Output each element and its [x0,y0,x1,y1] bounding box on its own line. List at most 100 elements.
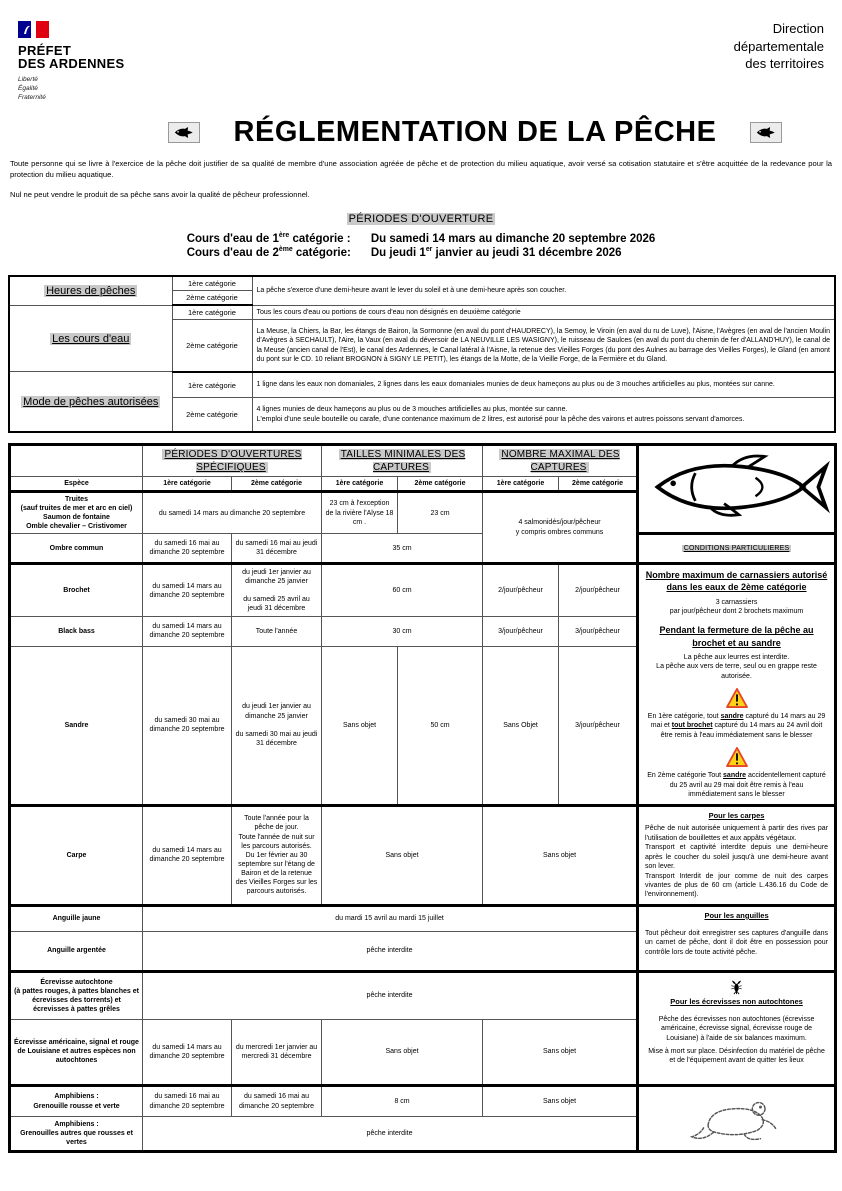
frog-line-art [636,1084,837,1152]
ecrevisse-autochtone-name: Écrevisse autochtone (à pattes rouges, à… [9,970,143,1020]
sandre-p1: du samedi 30 mai au dimanche 20 septembr… [142,645,232,807]
intro-paragraph-2: Nul ne peut vendre le produit de sa pêch… [10,189,310,199]
anguilles-title: Pour les anguilles [704,910,769,920]
brochet-taille: 60 cm [321,563,484,617]
species-table: PÉRIODES D'OUVERTURES SPÉCIFIQUES TAILLE… [8,442,838,1153]
periodes-cat2: 2ème catégorie [230,475,323,493]
amphibiens-vertes-taille: 8 cm [321,1084,484,1118]
anguille-argentee-name: Anguille argentée [9,930,143,973]
carpes-text: Pêche de nuit autorisée uniquement à par… [645,825,829,899]
fermeture-text: La pêche aux leurres est interdite. La p… [656,653,817,680]
truites-taille2: 23 cm [397,490,484,535]
row-label-cours: Les cours d'eau [8,304,173,373]
blackbass-n2: 3/jour/pêcheur [558,616,639,647]
heures-cat1: 1ère catégorie [171,275,253,292]
sandre-t1: Sans objet [321,645,399,807]
carnassiers-text: 3 carnassiers par jour/pêcheur dont 2 br… [669,598,804,615]
warning1-text: En 1ère catégorie, tout sandre capturé d… [647,713,826,739]
row-sandre: Sandre du samedi 30 mai au dimanche 20 s… [9,645,836,807]
mode-cat1: 1ère catégorie [171,371,253,399]
row-label-heures: Heures de pêches [8,275,173,306]
sandre-n1: Sans Objet [482,645,560,807]
sandre-n2: 3/jour/pêcheur [558,645,639,807]
blackbass-name: Black bass [9,616,143,647]
carpe-nombre: Sans objet [482,804,639,907]
amphibiens-autres-status: pêche interdite [141,1116,639,1152]
periodes-cat1: 1ère catégorie [142,475,232,493]
ecrevisse-americaine-taille: Sans objet [321,1018,484,1087]
motto-fraternite: Fraternité [18,93,46,101]
conditions-anguilles-section: Pour les anguilles Tout pêcheur doit enr… [636,904,837,973]
carpe-name: Carpe [9,804,143,907]
header-tailles: TAILLES MINIMALES DES CAPTURES [321,443,484,477]
fish-icon-left [168,122,200,144]
cours-text1: Tous les cours d'eau ou portions de cour… [251,304,836,321]
row-label-mode: Mode de pêches autorisées [8,371,173,433]
opening-heading: PÉRIODES D'OUVERTURE [8,213,834,226]
ombre-p1: du samedi 16 mai au dimanche 20 septembr… [142,533,232,566]
corner-empty-cell [9,443,143,477]
warning2-text: En 2ème catégorie Tout sandre accidentel… [647,772,826,799]
row-anguille-argentee: Anguille argentée pêche interdite [9,930,836,973]
blackbass-n1: 3/jour/pêcheur [482,616,560,647]
brochet-name: Brochet [9,563,143,617]
tailles-cat2: 2ème catégorie [397,475,484,493]
conditions-carnassiers-section: Nombre maximum de carnassiers autorisé d… [636,563,837,807]
french-flag-icon [18,21,49,38]
motto-liberte: Liberté [18,76,38,84]
blackbass-taille: 30 cm [321,616,484,647]
ecrevisses-title: Pour les écrevisses non autochtones [670,996,803,1006]
prefet-line2: DES ARDENNES [18,56,125,72]
prefecture-logo: PRÉFET DES ARDENNES Liberté Égalité Frat… [18,20,124,102]
motto: Liberté Égalité Fraternité [18,76,124,102]
row-amphibiens-autres: Amphibiens : Grenouilles autres que rous… [9,1116,836,1152]
anguille-argentee-status: pêche interdite [141,930,639,973]
truites-name: Truites (sauf truites de mer et arc en c… [9,490,143,535]
heures-cat2: 2ème catégorie [171,290,253,307]
fermeture-title: Pendant la fermeture de la pêche au broc… [659,625,814,648]
header-periodes: PÉRIODES D'OUVERTURES SPÉCIFIQUES [141,443,323,477]
carpes-title: Pour les carpes [708,810,765,820]
motto-egalite: Égalité [18,84,38,92]
ecrevisse-americaine-p2: du mercredi 1er janvier au mercredi 31 d… [230,1018,323,1087]
group-header-row: PÉRIODES D'OUVERTURES SPÉCIFIQUES TAILLE… [9,443,837,536]
ecrevisse-americaine-p1: du samedi 14 mars au dimanche 20 septemb… [142,1018,232,1087]
sandre-t2: 50 cm [397,645,484,807]
marianne-silhouette [24,25,30,34]
sandre-name: Sandre [9,645,143,807]
header-nombre: NOMBRE MAXIMAL DES CAPTURES [482,443,639,477]
row-anguille-jaune: Anguille jaune du mardi 15 avril au mard… [9,904,837,973]
mode-text2: 4 lignes munies de deux hameçons au plus… [251,397,836,433]
cours-cat2: 2ème catégorie [171,319,253,373]
opening-line2-label: Cours d'eau de 2ème catégorie: [186,245,351,259]
ecrevisses-text1: Pêche des écrevisses non autochtones (éc… [658,1015,815,1042]
opening-line2-value: Du jeudi 1er janvier au jeudi 31 décembr… [370,245,622,259]
direction-label: Direction départementale des territoires [733,21,824,72]
crayfish-icon [731,980,742,995]
row-truites: Truites (sauf truites de mer et arc en c… [9,490,836,566]
sub-header-row: Espèce 1ère catégorie 2ème catégorie 1èr… [9,475,836,493]
page-header: PRÉFET DES ARDENNES Liberté Égalité Frat… [8,20,834,102]
brochet-n1: 2/jour/pêcheur [482,563,560,617]
warning-icon [725,688,748,708]
row-ecrevisse-autochtone: Écrevisse autochtone (à pattes rouges, à… [9,970,837,1087]
cours-cat1: 1ère catégorie [171,304,253,321]
blackbass-p1: du samedi 14 mars au dimanche 20 septemb… [142,616,232,647]
ombre-taille: 35 cm [321,533,484,566]
conditions-ecrevisses-section: Pour les écrevisses non autochtones Pêch… [636,970,837,1087]
ecrevisses-text2: Mise à mort sur place. Désinfection du m… [648,1047,825,1065]
amphibiens-vertes-p1: du samedi 16 mai au dimanche 20 septembr… [142,1084,232,1118]
intro-paragraph-1: Toute personne qui se livre à l'exercice… [10,159,832,179]
brochet-p2: du jeudi 1er janvier au dimanche 25 janv… [230,563,323,617]
conditions-heading: CONDITIONS PARTICULIERES [636,533,837,566]
opening-line1-value: Du samedi 14 mars au dimanche 20 septemb… [370,232,656,245]
fish-line-art [636,443,837,536]
tailles-cat1: 1ère catégorie [321,475,399,493]
amphibiens-vertes-nombre: Sans objet [482,1084,639,1118]
anguille-jaune-name: Anguille jaune [9,904,143,932]
title-row: RÉGLEMENTATION DE LA PÊCHE [168,116,782,149]
opening-heading-text: PÉRIODES D'OUVERTURE [346,213,496,226]
opening-line1-label: Cours d'eau de 1ère catégorie : [186,232,351,245]
ecrevisse-americaine-nombre: Sans objet [482,1018,639,1087]
